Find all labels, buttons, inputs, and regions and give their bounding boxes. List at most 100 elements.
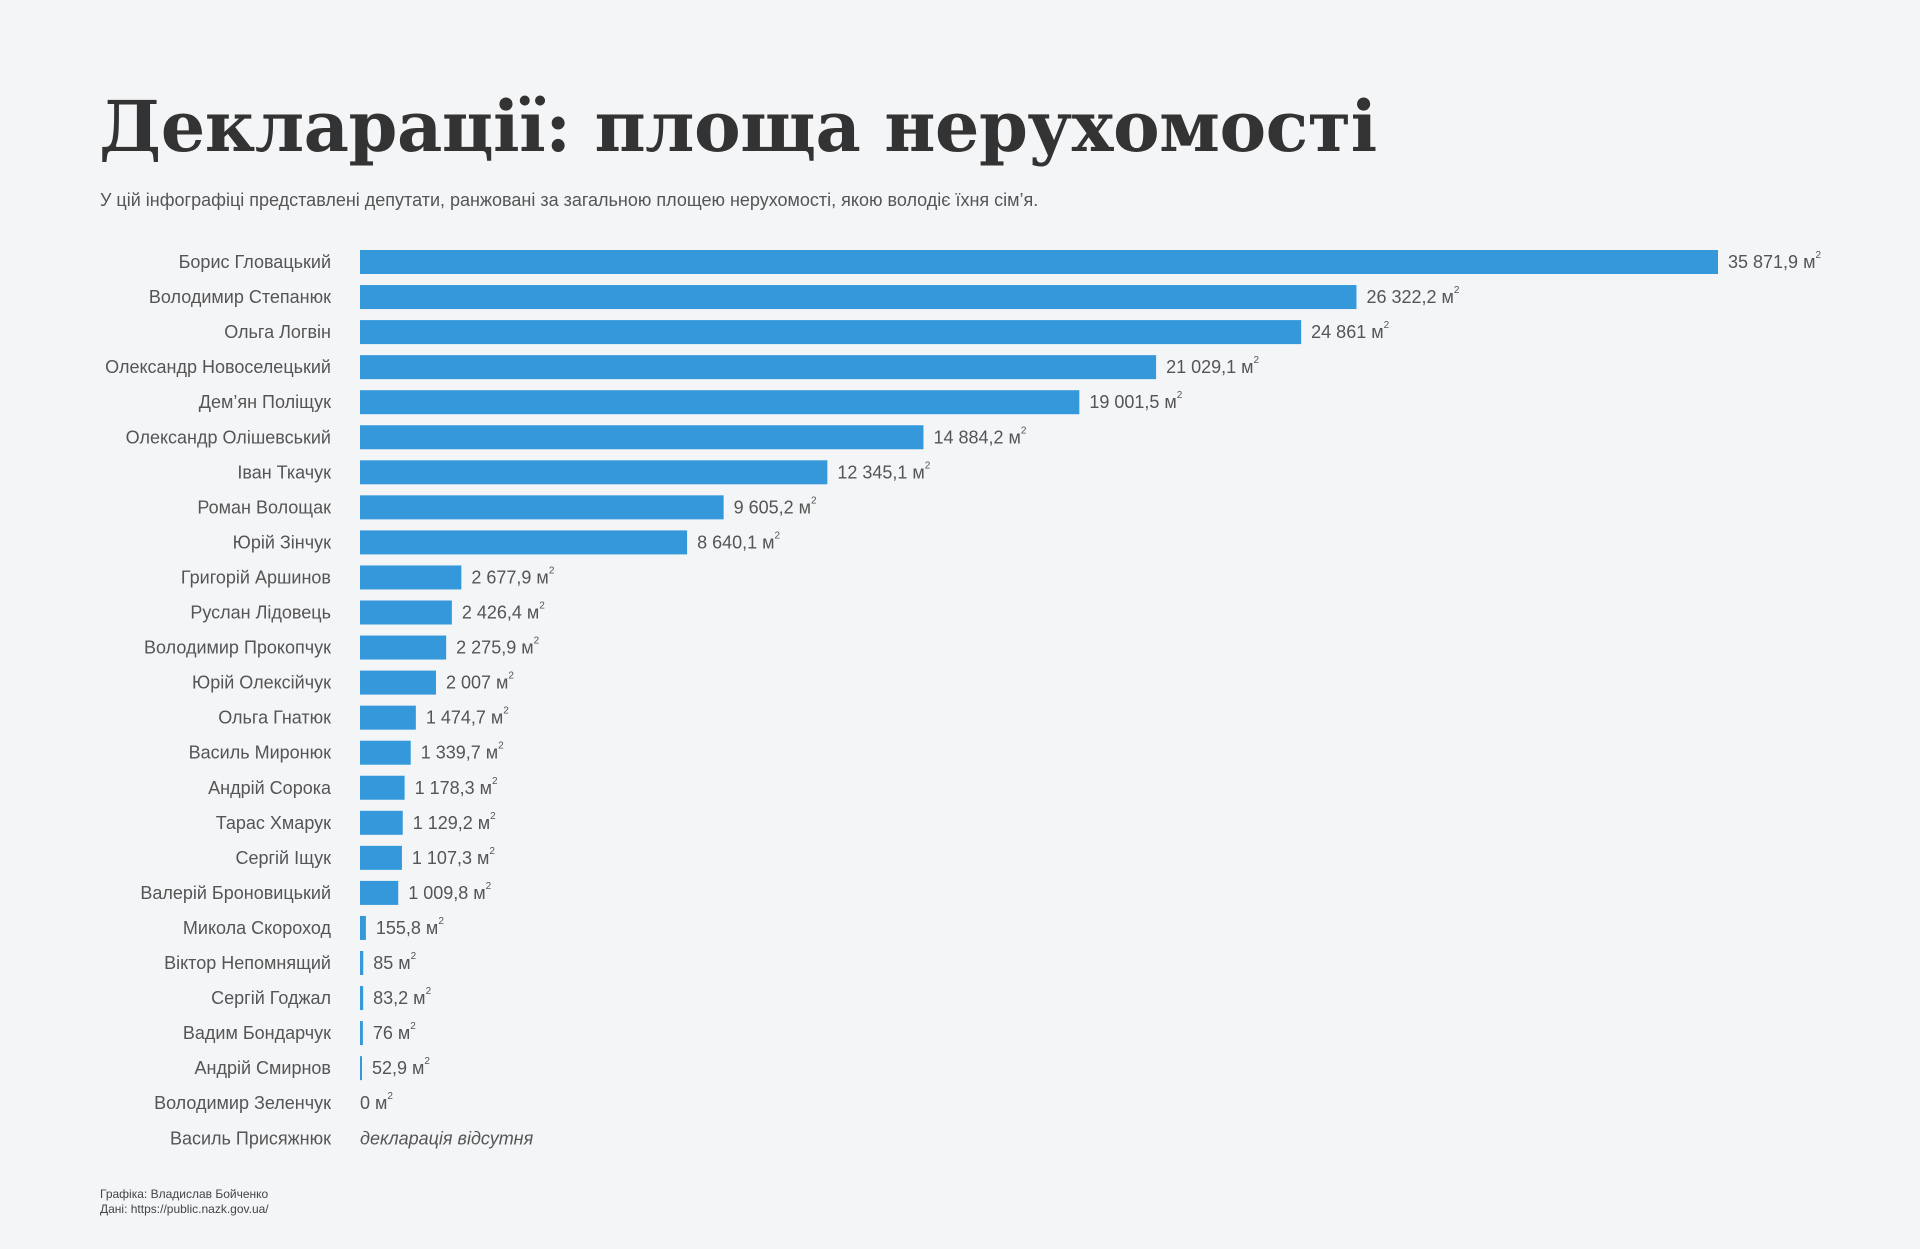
category-label: Андрій Сорока <box>208 778 332 798</box>
category-label: Руслан Лідовець <box>190 603 331 623</box>
page-subtitle: У цій інфографіці представлені депутати,… <box>100 190 1039 210</box>
data-label: 24 861 м2 <box>1311 320 1389 343</box>
data-label: 35 871,9 м2 <box>1728 250 1821 273</box>
data-label: 85 м2 <box>373 951 416 974</box>
bar <box>360 320 1302 345</box>
bar <box>360 355 1157 380</box>
unit-superscript: 2 <box>549 565 555 576</box>
unit-superscript: 2 <box>410 1021 416 1032</box>
category-label: Олександр Олішевський <box>126 427 331 447</box>
category-label: Юрій Олексійчук <box>192 673 331 693</box>
unit-superscript: 2 <box>775 530 781 541</box>
unit-superscript: 2 <box>498 740 504 751</box>
bar <box>360 740 411 765</box>
bar <box>360 915 366 940</box>
unit-superscript: 2 <box>811 495 817 506</box>
credit-data-source: Дані: https://public.nazk.gov.ua/ <box>100 1202 269 1216</box>
unit-superscript: 2 <box>1815 250 1821 261</box>
bar <box>360 705 416 730</box>
bar <box>360 845 402 870</box>
bar <box>360 986 364 1011</box>
category-label: Ольга Гнатюк <box>218 708 331 728</box>
unit-superscript: 2 <box>1454 285 1460 296</box>
bar <box>360 250 1718 274</box>
bar <box>360 390 1080 415</box>
data-label: 1 129,2 м2 <box>413 810 496 833</box>
unit-superscript: 2 <box>508 670 514 681</box>
data-label: 1 339,7 м2 <box>421 740 504 763</box>
unit-superscript: 2 <box>1021 425 1027 436</box>
data-label: 155,8 м2 <box>376 915 444 938</box>
bar <box>360 775 405 800</box>
bar <box>360 530 688 555</box>
data-label: 21 029,1 м2 <box>1166 355 1259 378</box>
category-label: Володимир Прокопчук <box>144 638 331 658</box>
unit-superscript: 2 <box>1384 320 1390 331</box>
bar <box>360 670 436 695</box>
unit-superscript: 2 <box>490 810 496 821</box>
data-label: 1 107,3 м2 <box>412 845 495 868</box>
unit-superscript: 2 <box>1177 390 1183 401</box>
data-label: 2 275,9 м2 <box>456 635 539 658</box>
unit-superscript: 2 <box>426 986 432 997</box>
page-title: Декларації: площа нерухомості <box>99 85 1377 168</box>
category-label: Олександр Новоселецький <box>105 357 331 377</box>
bar <box>360 285 1357 310</box>
bar <box>360 880 399 905</box>
unit-superscript: 2 <box>387 1091 393 1102</box>
unit-superscript: 2 <box>925 460 931 471</box>
category-label: Борис Гловацький <box>179 252 331 272</box>
category-label: Володимир Степанюк <box>149 287 331 307</box>
data-label: 1 009,8 м2 <box>408 880 491 903</box>
bar <box>360 565 462 590</box>
bar <box>360 635 447 660</box>
category-label: Ольга Логвін <box>224 322 331 342</box>
data-label: 19 001,5 м2 <box>1089 390 1182 413</box>
unit-superscript: 2 <box>503 705 509 716</box>
data-label: 2 426,4 м2 <box>462 600 545 623</box>
unit-superscript: 2 <box>492 775 498 786</box>
bar <box>360 810 403 835</box>
bar <box>360 460 828 485</box>
bar <box>360 425 924 450</box>
data-label: 83,2 м2 <box>373 986 431 1009</box>
category-label: Вадим Бондарчук <box>183 1023 331 1043</box>
missing-declaration-label: декларація відсутня <box>360 1128 534 1148</box>
data-label: 76 м2 <box>373 1021 416 1044</box>
category-label: Віктор Непомнящий <box>164 953 331 973</box>
category-label: Іван Ткачук <box>237 462 331 482</box>
bar <box>360 495 724 520</box>
unit-superscript: 2 <box>486 880 492 891</box>
bar <box>360 951 364 975</box>
data-label: 12 345,1 м2 <box>837 460 930 483</box>
category-label: Андрій Смирнов <box>195 1058 331 1078</box>
category-label: Роман Волощак <box>197 497 331 517</box>
category-label: Сергій Годжал <box>211 988 331 1008</box>
data-label: 2 007 м2 <box>446 670 514 693</box>
data-label: 0 м2 <box>360 1091 393 1114</box>
unit-superscript: 2 <box>438 915 444 926</box>
credit-graphics: Графіка: Владислав Бойченко <box>100 1187 269 1201</box>
category-label: Сергій Іщук <box>235 848 331 868</box>
data-label: 1 474,7 м2 <box>426 705 509 728</box>
bar <box>360 600 452 625</box>
data-label: 8 640,1 м2 <box>697 530 780 553</box>
data-label: 52,9 м2 <box>372 1056 430 1079</box>
unit-superscript: 2 <box>1254 355 1260 366</box>
bar <box>360 1021 363 1046</box>
category-label: Микола Скороход <box>183 918 332 938</box>
category-label: Василь Миронюк <box>189 743 331 763</box>
category-label: Юрій Зінчук <box>233 532 331 552</box>
data-label: 1 178,3 м2 <box>415 775 498 798</box>
category-label: Василь Присяжнюк <box>170 1128 331 1148</box>
category-label: Володимир Зеленчук <box>154 1093 331 1113</box>
bar-chart: Борис Гловацький 35 871,9 м2 Володимир Сте… <box>105 250 1821 1149</box>
unit-superscript: 2 <box>489 845 495 856</box>
data-label: 14 884,2 м2 <box>933 425 1026 448</box>
category-label: Валерій Броновицький <box>140 883 331 903</box>
unit-superscript: 2 <box>424 1056 430 1067</box>
category-label: Тарас Хмарук <box>216 813 331 833</box>
unit-superscript: 2 <box>534 635 540 646</box>
data-label: 26 322,2 м2 <box>1366 285 1459 308</box>
category-label: Григорій Аршинов <box>181 567 331 587</box>
